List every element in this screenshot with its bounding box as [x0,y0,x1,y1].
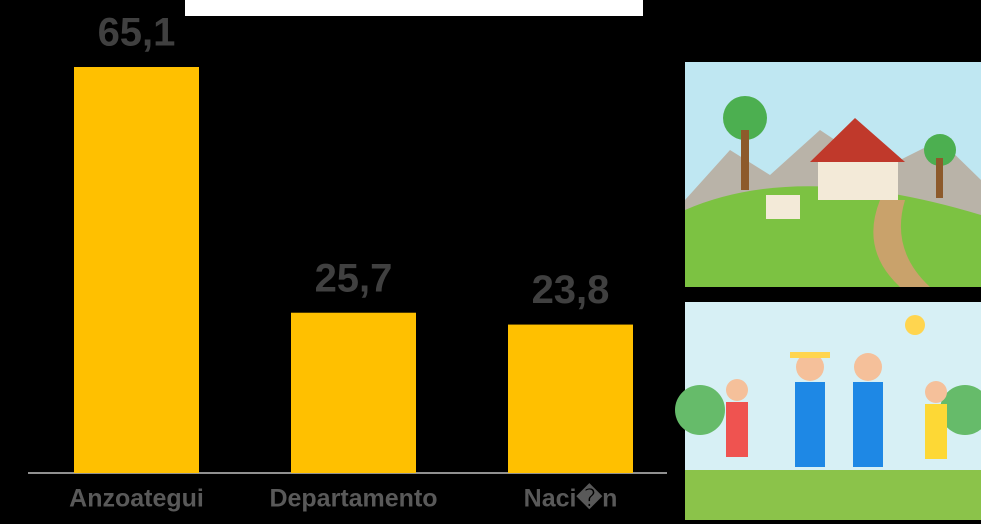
farmers-image [675,302,981,520]
title-box [185,0,643,16]
x-tick-label: Departamento [269,485,437,513]
value-label: 65,1 [98,11,176,55]
farm-image [685,62,981,287]
x-tick-label: Anzoategui [69,485,204,513]
value-label: 23,8 [532,268,610,312]
bar [291,312,416,473]
bar [74,67,199,473]
x-tick-label: Naci�n [524,483,618,513]
value-label: 25,7 [315,256,393,300]
bar [508,324,633,473]
